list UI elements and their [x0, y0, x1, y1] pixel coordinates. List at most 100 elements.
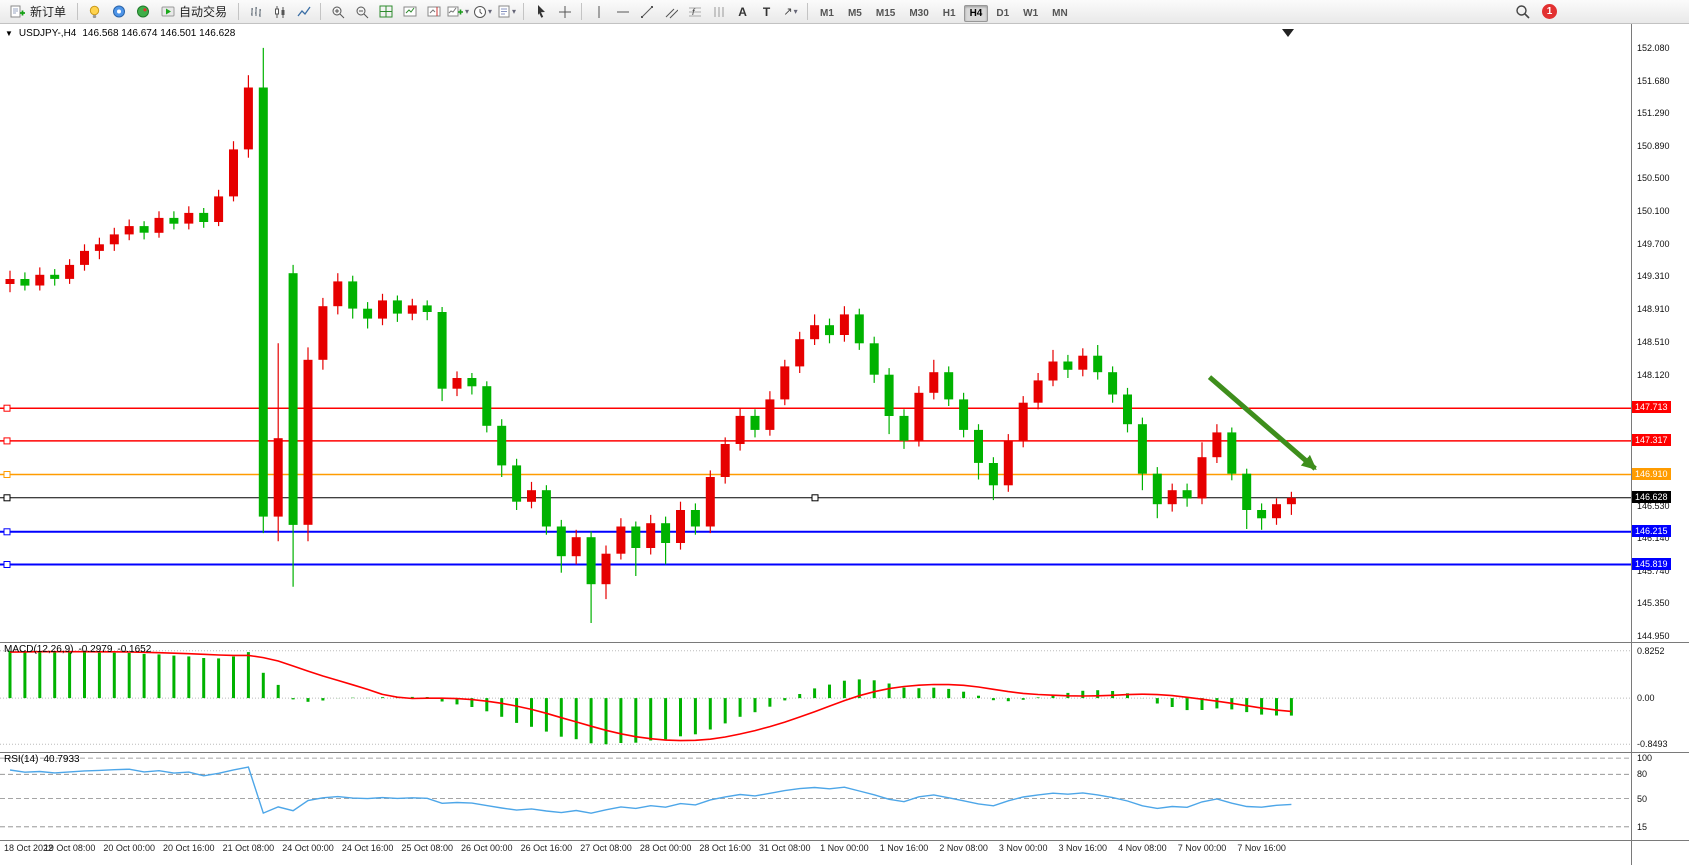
main-chart-pane[interactable]: ▼ USDJPY-,H4 146.568 146.674 146.501 146… — [0, 24, 1631, 642]
toolbar: 新订单 自动交易 ▾ ▾ ▾ f A T ↗ ▾ M1 M5 M15 M30 H1 H4 D1… — [0, 0, 1689, 24]
community-button[interactable] — [107, 1, 130, 23]
chart-shift-button[interactable] — [422, 1, 445, 23]
candle-body — [1033, 380, 1043, 403]
candle-body — [5, 279, 15, 284]
support-button[interactable] — [131, 1, 154, 23]
macd-pane[interactable]: MACD(12,26,9) -0.2979 -0.1652 — [0, 642, 1631, 752]
price-scale[interactable]: 152.080 151.680 151.290 150.890 150.500 150.1… — [1631, 24, 1689, 865]
trend-arrow[interactable] — [1207, 375, 1317, 471]
trendline-button[interactable] — [635, 1, 658, 23]
templates-button[interactable]: ▾ — [495, 1, 518, 23]
cycle-lines-button[interactable] — [707, 1, 730, 23]
line-chart-button[interactable] — [292, 1, 315, 23]
template-icon — [498, 5, 510, 18]
line-handle[interactable] — [3, 404, 11, 412]
timeframe-m5-button[interactable]: M5 — [847, 7, 862, 19]
tile-windows-icon — [379, 5, 393, 18]
cursor-button[interactable] — [529, 1, 552, 23]
timeframe-m1-button[interactable]: M1 — [820, 7, 834, 19]
timeframe-w1-button[interactable]: W1 — [1023, 7, 1039, 19]
zoom-out-button[interactable] — [350, 1, 373, 23]
separator — [581, 3, 583, 20]
horizontal-line-button[interactable] — [611, 1, 634, 23]
candle-body — [705, 477, 715, 527]
auto-scroll-icon — [403, 6, 417, 17]
line-handle[interactable] — [3, 494, 11, 502]
candle-body — [94, 244, 104, 251]
candle-body — [363, 308, 373, 319]
candle-body — [124, 226, 134, 235]
arrow-tool-icon: ↗ — [783, 6, 793, 18]
time-axis[interactable]: 18 Oct 2022 19 Oct 08:00 20 Oct 00:00 20 Oc… — [0, 840, 1631, 865]
rsi-pane[interactable]: RSI(14) 40.7933 — [0, 752, 1631, 840]
candle-body — [1182, 490, 1192, 499]
cursor-icon — [537, 4, 545, 18]
line-handle[interactable] — [3, 528, 11, 536]
candle-body — [1212, 432, 1222, 458]
timeframe-mn-button[interactable]: MN — [1052, 7, 1068, 19]
trendline-icon — [640, 5, 653, 18]
separator — [238, 3, 240, 20]
symbol-period-label: USDJPY-,H4 — [18, 28, 77, 39]
candlestick-chart-button[interactable] — [268, 1, 291, 23]
timeframe-m30-button[interactable]: M30 — [909, 7, 929, 19]
timeframe-m15-button[interactable]: M15 — [875, 7, 896, 19]
time-axis-label: 27 Oct 08:00 — [580, 843, 632, 853]
line-handle[interactable] — [811, 494, 819, 502]
time-axis-label: 24 Oct 16:00 — [341, 843, 394, 853]
pane-separator — [0, 752, 1689, 753]
rsi-axis-label: 80 — [1637, 769, 1648, 780]
ideas-button[interactable] — [83, 1, 106, 23]
tile-windows-button[interactable] — [374, 1, 397, 23]
zoom-in-button[interactable] — [326, 1, 349, 23]
right-tools: 1 — [1511, 1, 1557, 23]
candle-body — [243, 87, 253, 150]
new-order-button[interactable]: 新订单 — [4, 2, 72, 22]
auto-scroll-button[interactable] — [398, 1, 421, 23]
time-axis-label: 26 Oct 16:00 — [520, 843, 573, 853]
periods-button[interactable]: ▾ — [471, 1, 494, 23]
macd-chart — [0, 650, 1631, 745]
candle-body — [601, 553, 611, 585]
candle-body — [35, 274, 45, 286]
candle-body — [229, 149, 238, 197]
text-button[interactable]: A — [738, 4, 747, 19]
candle-body — [869, 343, 879, 375]
time-axis-label: 20 Oct 00:00 — [103, 843, 155, 853]
time-axis-label: 25 Oct 08:00 — [401, 843, 453, 853]
vertical-line-button[interactable] — [587, 1, 610, 23]
price-axis-label: 151.290 — [1637, 108, 1670, 119]
candle-body — [1078, 355, 1088, 370]
candle-body — [1167, 490, 1177, 505]
timeframe-h1-button[interactable]: H1 — [942, 7, 956, 19]
candle-body — [407, 305, 417, 314]
timeframe-h4-button[interactable]: H4 — [963, 4, 989, 22]
text-label-button[interactable]: T — [762, 4, 771, 19]
line-handle[interactable] — [3, 437, 11, 445]
equidistant-channel-button[interactable] — [659, 1, 682, 23]
line-handle[interactable] — [3, 471, 11, 478]
one-click-collapse-icon[interactable]: ▼ — [5, 29, 13, 38]
price-axis-label: 145.740 — [1637, 566, 1670, 577]
price-line-label: 146.910 — [1632, 467, 1671, 480]
notification-badge[interactable]: 1 — [1542, 4, 1557, 19]
candle-body — [884, 374, 894, 416]
candle-body — [422, 305, 432, 312]
search-button[interactable] — [1511, 1, 1534, 23]
candlestick-icon — [274, 5, 285, 18]
timeframe-d1-button[interactable]: D1 — [996, 7, 1010, 19]
crosshair-button[interactable] — [553, 1, 576, 23]
fibonacci-button[interactable]: f — [683, 1, 706, 23]
time-axis-label: 18 Oct 2022 — [4, 843, 54, 853]
indicators-button[interactable]: ▾ — [446, 1, 470, 23]
separator — [807, 3, 809, 20]
bar-chart-button[interactable] — [244, 1, 267, 23]
candle-body — [914, 392, 924, 441]
zoom-in-icon — [332, 6, 344, 18]
price-axis-label: 149.310 — [1637, 271, 1670, 282]
line-handle[interactable] — [3, 561, 11, 568]
autotrading-button[interactable]: 自动交易 — [155, 2, 233, 22]
rsi-label: RSI(14) 40.7933 — [4, 754, 80, 765]
time-axis-label: 20 Oct 16:00 — [163, 843, 215, 853]
arrows-button[interactable]: ↗ ▾ — [779, 1, 802, 23]
